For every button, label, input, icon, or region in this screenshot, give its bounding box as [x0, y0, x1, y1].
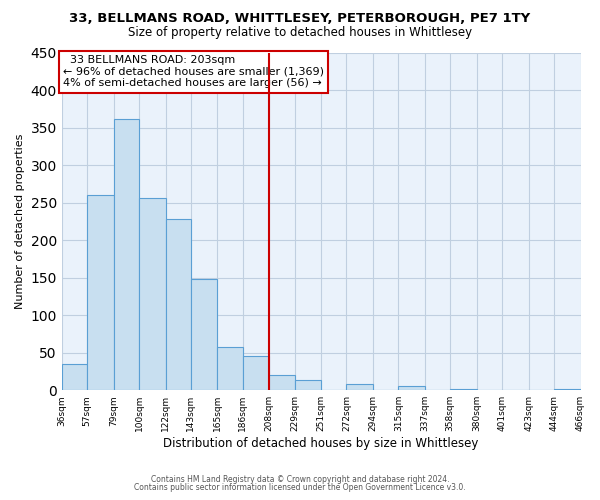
- Bar: [139, 198, 166, 390]
- Bar: [191, 280, 217, 390]
- Bar: [295, 380, 321, 390]
- Bar: [346, 384, 373, 390]
- Text: 33 BELLMANS ROAD: 203sqm
← 96% of detached houses are smaller (1,369)
4% of semi: 33 BELLMANS ROAD: 203sqm ← 96% of detach…: [63, 55, 324, 88]
- Bar: [166, 220, 191, 390]
- Text: Contains HM Land Registry data © Crown copyright and database right 2024.: Contains HM Land Registry data © Crown c…: [151, 475, 449, 484]
- Text: 33, BELLMANS ROAD, WHITTLESEY, PETERBOROUGH, PE7 1TY: 33, BELLMANS ROAD, WHITTLESEY, PETERBORO…: [70, 12, 530, 26]
- Y-axis label: Number of detached properties: Number of detached properties: [15, 134, 25, 310]
- X-axis label: Distribution of detached houses by size in Whittlesey: Distribution of detached houses by size …: [163, 437, 479, 450]
- Bar: [269, 375, 295, 390]
- Bar: [87, 196, 113, 390]
- Text: Contains public sector information licensed under the Open Government Licence v3: Contains public sector information licen…: [134, 484, 466, 492]
- Bar: [243, 356, 269, 390]
- Bar: [62, 364, 87, 390]
- Text: Size of property relative to detached houses in Whittlesey: Size of property relative to detached ho…: [128, 26, 472, 39]
- Bar: [217, 346, 243, 390]
- Bar: [398, 386, 425, 390]
- Bar: [554, 388, 581, 390]
- Bar: [113, 119, 139, 390]
- Bar: [450, 388, 477, 390]
